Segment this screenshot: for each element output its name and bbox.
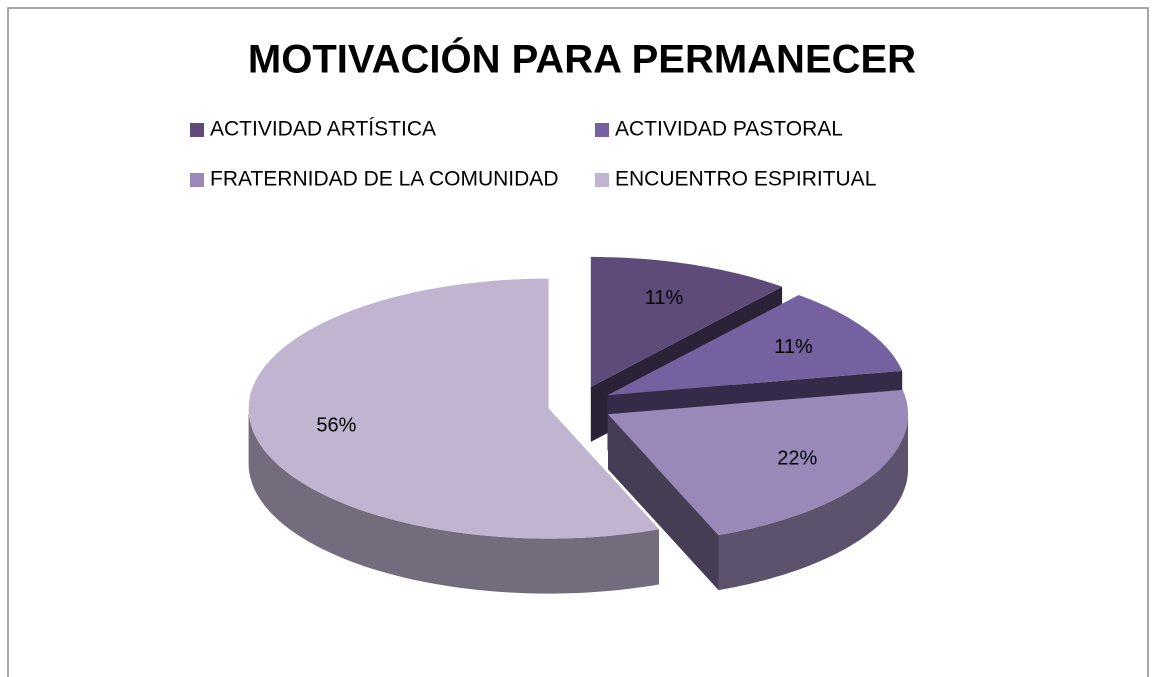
legend: ACTIVIDAD ARTÍSTICA ACTIVIDAD PASTORAL FRA…: [190, 118, 876, 191]
data-label: 11%: [774, 336, 813, 358]
slice: [607, 295, 903, 396]
legend-swatch: [190, 123, 204, 137]
chart-title: MOTIVACIÓN PARA PERMANECER: [248, 36, 916, 82]
chart-frame: [7, 7, 1149, 677]
legend-label: ENCUENTRO ESPIRITUAL: [615, 168, 876, 191]
legend-label: ACTIVIDAD ARTÍSTICA: [210, 118, 436, 141]
slice-side: [608, 414, 719, 591]
slice: [248, 278, 659, 539]
slice-wall: [718, 414, 908, 591]
pie-tops: [248, 256, 908, 539]
legend-label: ACTIVIDAD PASTORAL: [615, 118, 843, 141]
legend-swatch: [595, 173, 609, 187]
slice-wall: [248, 408, 659, 594]
legend-label: FRATERNIDAD DE LA COMUNIDAD: [210, 168, 558, 191]
data-label: 56%: [316, 414, 356, 436]
legend-swatch: [190, 173, 204, 187]
data-label: 11%: [645, 287, 684, 309]
slice: [590, 256, 783, 387]
legend-swatch: [595, 123, 609, 137]
data-label: 22%: [777, 448, 817, 470]
slice: [608, 389, 908, 536]
pie-labels: 11% 11% 22% 56%: [316, 287, 817, 469]
